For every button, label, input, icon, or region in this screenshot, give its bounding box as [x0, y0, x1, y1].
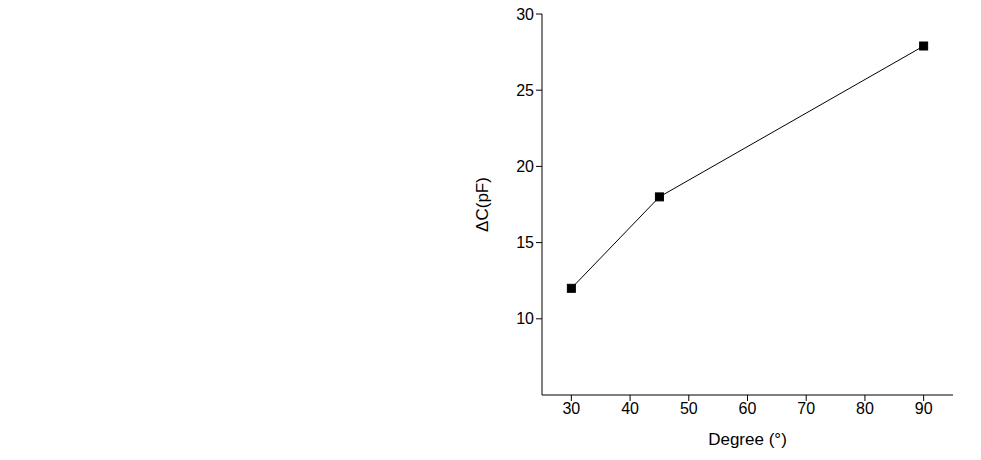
- svg-text:60: 60: [739, 400, 757, 417]
- svg-text:50: 50: [680, 400, 698, 417]
- svg-text:30: 30: [562, 400, 580, 417]
- svg-text:80: 80: [856, 400, 874, 417]
- svg-text:20: 20: [516, 158, 534, 175]
- svg-text:ΔC(pF): ΔC(pF): [473, 177, 492, 232]
- svg-text:40: 40: [621, 400, 639, 417]
- svg-text:90: 90: [915, 400, 933, 417]
- svg-text:Degree (°): Degree (°): [708, 430, 787, 449]
- svg-text:10: 10: [516, 310, 534, 327]
- svg-text:15: 15: [516, 234, 534, 251]
- svg-text:70: 70: [797, 400, 815, 417]
- svg-text:25: 25: [516, 82, 534, 99]
- svg-text:30: 30: [516, 6, 534, 23]
